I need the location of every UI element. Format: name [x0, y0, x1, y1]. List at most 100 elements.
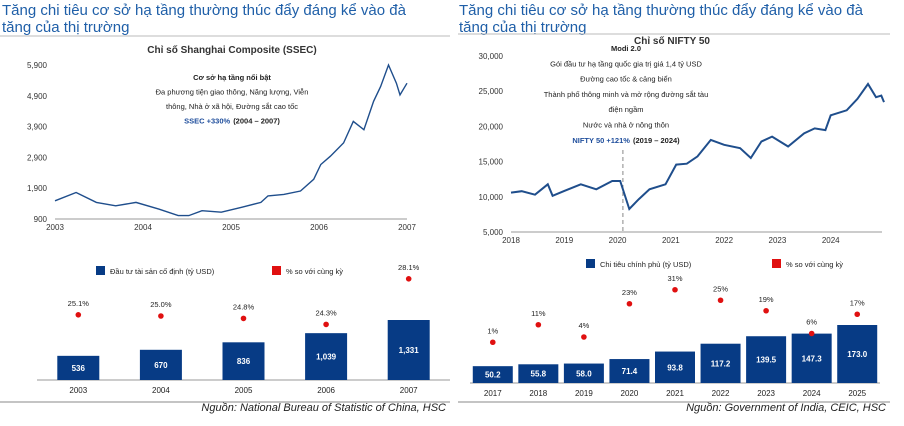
highlight-gain: NIFTY 50 +121%: [572, 136, 630, 145]
bar: [700, 343, 741, 383]
highlight-period: (2004 – 2007): [233, 117, 280, 126]
x-tick-label: 2023: [769, 236, 787, 245]
bar-value-label: 1,039: [316, 353, 337, 362]
bar-value-label: 50.2: [485, 371, 501, 380]
yoy-dot: [672, 286, 678, 293]
yoy-label: 4%: [578, 321, 589, 330]
y-tick-label: 3,900: [27, 123, 48, 132]
x-tick-label: 2004: [134, 223, 152, 232]
yoy-label: 6%: [806, 318, 817, 327]
yoy-label: 25.1%: [68, 299, 90, 308]
left-title-line1: Tăng chi tiêu cơ sở hạ tầng thường thúc …: [2, 2, 406, 19]
yoy-dot: [489, 339, 496, 346]
y-tick-label: 900: [34, 215, 48, 224]
x-tick-label: 2024: [803, 389, 821, 398]
x-tick-label: 2021: [662, 236, 680, 245]
legend-label-bar: Chi tiêu chính phủ (tỷ USD): [600, 260, 692, 269]
yoy-label: 24.3%: [315, 308, 337, 317]
yoy-dot: [717, 297, 724, 304]
y-tick-label: 5,900: [27, 61, 48, 70]
x-tick-label: 2022: [715, 236, 733, 245]
annotation-line: Gói đầu tư hạ tầng quốc gia trị giá 1,4 …: [550, 59, 702, 68]
yoy-label: 28.1%: [398, 263, 420, 272]
bar: [837, 325, 878, 383]
x-tick-label: 2025: [848, 389, 866, 398]
y-tick-label: 25,000: [479, 87, 504, 96]
x-tick-label: 2019: [555, 236, 573, 245]
annotation-line: Đa phương tiện giao thông, Năng lượng, V…: [156, 88, 309, 97]
yoy-dot: [158, 313, 164, 319]
right-title-line1: Tăng chi tiêu cơ sở hạ tầng thường thúc …: [459, 2, 863, 19]
bar-value-label: 1,331: [399, 346, 420, 355]
x-tick-label: 2018: [529, 389, 547, 398]
x-tick-label: 2018: [502, 236, 520, 245]
yoy-label: 31%: [667, 274, 682, 283]
right-panel-title: Tăng chi tiêu cơ sở hạ tầng thường thúc …: [459, 2, 863, 36]
bar-value-label: 58.0: [576, 369, 592, 378]
y-tick-label: 10,000: [479, 193, 504, 202]
yoy-label: 17%: [850, 298, 865, 307]
bar: [609, 359, 650, 383]
yoy-dot: [581, 334, 587, 340]
yoy-dot: [808, 330, 815, 337]
chart-title: Chỉ số NIFTY 50: [634, 35, 710, 47]
performance-highlight: NIFTY 50 +121% (2019 – 2024): [572, 136, 680, 145]
x-tick-label: 2023: [757, 389, 775, 398]
legend-swatch-bar: [96, 266, 105, 275]
annotation-line: Đường cao tốc & cảng biển: [580, 75, 672, 84]
annotation-line: thông, Nhà ở xã hội, Đường sắt cao tốc: [166, 102, 298, 111]
yoy-dot: [626, 300, 633, 307]
highlight-gain: SSEC +330%: [184, 117, 230, 126]
annotation-line: Thành phố thông minh và mở rộng đường sắ…: [544, 90, 709, 99]
legend-swatch-dot: [272, 266, 281, 275]
right-source-note: Nguồn: Government of India, CEIC, HSC: [686, 402, 886, 414]
x-tick-label: 2017: [484, 389, 502, 398]
x-tick-label: 2006: [317, 386, 335, 395]
bar-value-label: 93.8: [667, 363, 683, 372]
x-tick-label: 2006: [310, 223, 328, 232]
bar: [746, 336, 787, 383]
y-tick-label: 30,000: [479, 52, 504, 61]
x-tick-label: 2003: [69, 386, 87, 395]
yoy-label: 19%: [759, 295, 774, 304]
bar: [563, 363, 604, 383]
yoy-dot: [323, 321, 329, 328]
bar-value-label: 536: [72, 364, 86, 373]
y-tick-label: 15,000: [479, 158, 504, 167]
index-line: [54, 63, 408, 217]
annotation-line: Modi 2.0: [611, 44, 641, 53]
bar: [222, 342, 265, 380]
x-tick-label: 2020: [609, 236, 627, 245]
annotation-line: điện ngầm: [608, 105, 643, 114]
bar-value-label: 173.0: [847, 350, 868, 359]
x-tick-label: 2019: [575, 389, 593, 398]
bar-value-label: 71.4: [622, 367, 638, 376]
bar-value-label: 147.3: [802, 354, 823, 363]
x-tick-label: 2004: [152, 386, 170, 395]
legend-label-bar: Đầu tư tài sản cố định (tỷ USD): [110, 267, 215, 276]
x-tick-label: 2021: [666, 389, 684, 398]
y-tick-label: 1,900: [27, 184, 48, 193]
legend-label-dot: % so với cùng kỳ: [786, 260, 843, 269]
right-title-line2: tăng của thị trường: [459, 19, 587, 36]
bar: [305, 333, 348, 380]
left-panel-title: Tăng chi tiêu cơ sở hạ tầng thường thúc …: [2, 2, 406, 36]
y-tick-label: 4,900: [27, 92, 48, 101]
x-tick-label: 2005: [222, 223, 240, 232]
yoy-label: 11%: [531, 309, 546, 318]
performance-highlight: SSEC +330% (2004 – 2007): [184, 117, 280, 126]
yoy-dot: [854, 311, 861, 318]
annotation-line: Cơ sở hạ tầng nổi bật: [193, 73, 271, 82]
legend-label-dot: % so với cùng kỳ: [286, 267, 343, 276]
yoy-dot: [75, 312, 82, 318]
annotation-line: Nước và nhà ở nông thôn: [583, 121, 669, 130]
x-tick-label: 2003: [46, 223, 64, 232]
bar: [387, 320, 430, 380]
yoy-label: 1%: [487, 326, 498, 335]
legend-swatch-dot: [772, 259, 781, 268]
yoy-label: 25.0%: [150, 300, 172, 309]
yoy-label: 23%: [622, 288, 637, 297]
left-source-note: Nguồn: National Bureau of Statistic of C…: [201, 402, 446, 414]
legend-swatch-bar: [586, 259, 595, 268]
